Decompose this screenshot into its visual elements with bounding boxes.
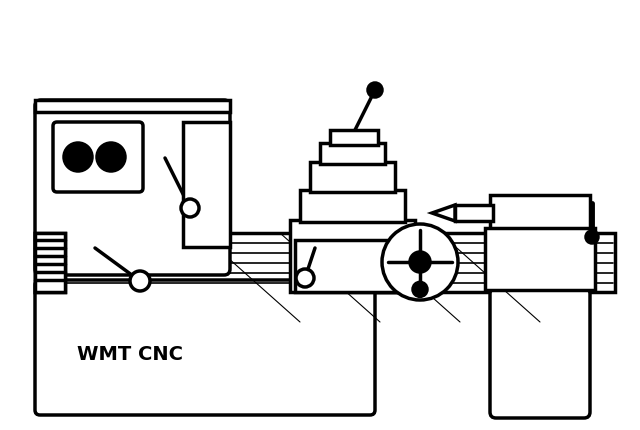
Bar <box>183 122 230 247</box>
Circle shape <box>97 143 125 171</box>
Bar <box>485 228 595 290</box>
Circle shape <box>130 271 150 291</box>
Bar <box>290 220 415 292</box>
Circle shape <box>382 224 458 300</box>
Circle shape <box>64 143 92 171</box>
Circle shape <box>410 252 430 272</box>
FancyBboxPatch shape <box>35 100 230 275</box>
Bar <box>295 240 410 292</box>
Bar <box>35 233 65 292</box>
Text: WMT CNC: WMT CNC <box>77 345 183 365</box>
Polygon shape <box>432 205 455 221</box>
Circle shape <box>586 231 598 243</box>
Bar <box>300 190 405 222</box>
Bar <box>310 162 395 192</box>
Bar <box>330 130 378 145</box>
Bar <box>320 143 385 164</box>
Circle shape <box>368 83 382 97</box>
Bar <box>35 100 230 112</box>
Bar <box>35 233 615 292</box>
FancyBboxPatch shape <box>53 122 143 192</box>
Circle shape <box>413 283 427 296</box>
Circle shape <box>296 269 314 287</box>
Bar <box>455 205 493 221</box>
Bar <box>490 195 590 230</box>
Circle shape <box>181 199 199 217</box>
FancyBboxPatch shape <box>490 288 590 418</box>
Bar <box>35 233 65 292</box>
FancyBboxPatch shape <box>35 280 375 415</box>
